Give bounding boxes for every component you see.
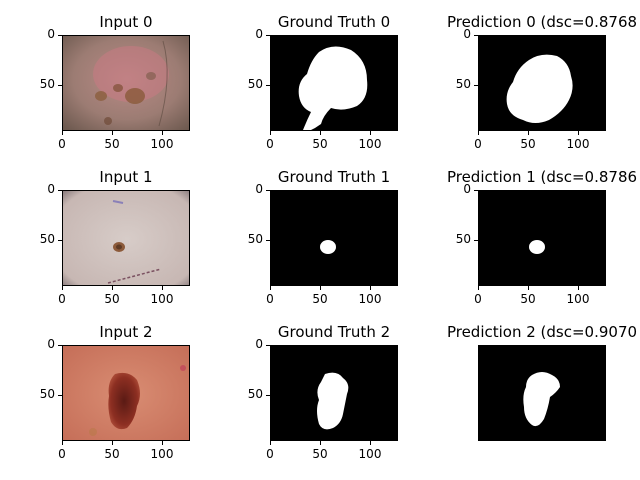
subplot-title: Input 0 bbox=[99, 13, 153, 31]
dermoscopy-image bbox=[62, 345, 190, 441]
y-tick-mark bbox=[266, 395, 270, 396]
dermoscopy-image bbox=[62, 190, 190, 286]
y-tick-label: 0 bbox=[47, 27, 55, 41]
x-tick-mark bbox=[162, 131, 163, 135]
y-tick-label: 50 bbox=[39, 77, 55, 91]
y-tick-label: 0 bbox=[47, 337, 55, 351]
subplot-title: Prediction 2 (dsc=0.9070 bbox=[446, 323, 638, 341]
x-tick-label: 100 bbox=[150, 292, 174, 306]
dermoscopy-image bbox=[62, 35, 190, 131]
y-tick-label: 50 bbox=[455, 77, 471, 91]
y-tick-mark bbox=[58, 240, 62, 241]
x-tick-mark bbox=[112, 441, 113, 445]
x-tick-mark bbox=[62, 286, 63, 290]
y-tick-label: 50 bbox=[247, 232, 263, 246]
x-tick-mark bbox=[320, 441, 321, 445]
y-tick-mark bbox=[266, 345, 270, 346]
x-tick-mark bbox=[62, 441, 63, 445]
x-tick-label: 0 bbox=[474, 137, 482, 151]
x-tick-mark bbox=[162, 441, 163, 445]
x-tick-label: 0 bbox=[58, 447, 66, 461]
x-tick-label: 0 bbox=[474, 292, 482, 306]
x-tick-mark bbox=[112, 131, 113, 135]
y-tick-label: 0 bbox=[255, 182, 263, 196]
y-tick-mark bbox=[474, 85, 478, 86]
y-tick-mark bbox=[58, 345, 62, 346]
x-tick-label: 50 bbox=[312, 447, 328, 461]
x-tick-label: 100 bbox=[150, 137, 174, 151]
x-tick-mark bbox=[370, 441, 371, 445]
x-tick-label: 0 bbox=[58, 292, 66, 306]
x-tick-mark bbox=[478, 286, 479, 290]
x-tick-label: 100 bbox=[566, 292, 590, 306]
x-tick-mark bbox=[270, 286, 271, 290]
x-tick-label: 0 bbox=[266, 137, 274, 151]
x-tick-mark bbox=[320, 131, 321, 135]
subplot-title: Ground Truth 2 bbox=[277, 323, 391, 341]
x-tick-mark bbox=[320, 286, 321, 290]
y-tick-label: 0 bbox=[463, 27, 471, 41]
x-tick-label: 50 bbox=[312, 292, 328, 306]
x-tick-mark bbox=[270, 441, 271, 445]
x-tick-mark bbox=[162, 286, 163, 290]
y-tick-label: 50 bbox=[455, 232, 471, 246]
y-tick-mark bbox=[266, 35, 270, 36]
y-tick-mark bbox=[58, 85, 62, 86]
segmentation-mask-image bbox=[270, 190, 398, 286]
y-tick-mark bbox=[266, 190, 270, 191]
y-tick-label: 50 bbox=[247, 77, 263, 91]
y-tick-mark bbox=[474, 190, 478, 191]
y-tick-mark bbox=[474, 35, 478, 36]
segmentation-mask-image bbox=[478, 35, 606, 131]
y-tick-label: 50 bbox=[247, 387, 263, 401]
subplot-title: Input 2 bbox=[99, 323, 153, 341]
x-tick-mark bbox=[578, 131, 579, 135]
x-tick-label: 100 bbox=[358, 447, 382, 461]
x-tick-mark bbox=[370, 286, 371, 290]
y-tick-mark bbox=[58, 395, 62, 396]
y-tick-label: 0 bbox=[255, 337, 263, 351]
x-tick-mark bbox=[270, 131, 271, 135]
x-tick-mark bbox=[370, 131, 371, 135]
subplot-title: Ground Truth 0 bbox=[277, 13, 391, 31]
y-tick-label: 50 bbox=[39, 232, 55, 246]
subplot-title: Ground Truth 1 bbox=[277, 168, 391, 186]
y-tick-mark bbox=[474, 240, 478, 241]
subplot-title: Prediction 1 (dsc=0.8786 bbox=[446, 168, 638, 186]
segmentation-mask-image bbox=[478, 190, 606, 286]
x-tick-label: 100 bbox=[358, 137, 382, 151]
x-tick-mark bbox=[578, 286, 579, 290]
x-tick-mark bbox=[478, 131, 479, 135]
subplot-title: Prediction 0 (dsc=0.8768 bbox=[446, 13, 638, 31]
y-tick-label: 0 bbox=[255, 27, 263, 41]
segmentation-mask-image bbox=[270, 35, 398, 131]
y-tick-label: 50 bbox=[39, 387, 55, 401]
x-tick-label: 0 bbox=[266, 292, 274, 306]
subplot-title: Input 1 bbox=[99, 168, 153, 186]
x-tick-label: 50 bbox=[312, 137, 328, 151]
y-tick-mark bbox=[266, 85, 270, 86]
x-tick-label: 50 bbox=[104, 292, 120, 306]
x-tick-mark bbox=[528, 131, 529, 135]
y-tick-label: 0 bbox=[463, 182, 471, 196]
x-tick-mark bbox=[112, 286, 113, 290]
x-tick-label: 0 bbox=[58, 137, 66, 151]
x-tick-label: 50 bbox=[104, 447, 120, 461]
x-tick-label: 100 bbox=[358, 292, 382, 306]
x-tick-label: 100 bbox=[150, 447, 174, 461]
x-tick-mark bbox=[528, 286, 529, 290]
segmentation-mask-image bbox=[270, 345, 398, 441]
y-tick-mark bbox=[58, 190, 62, 191]
x-tick-label: 50 bbox=[520, 137, 536, 151]
segmentation-mask-image bbox=[478, 345, 606, 441]
y-tick-mark bbox=[58, 35, 62, 36]
x-tick-label: 50 bbox=[520, 292, 536, 306]
y-tick-mark bbox=[266, 240, 270, 241]
x-tick-label: 50 bbox=[104, 137, 120, 151]
y-tick-label: 0 bbox=[47, 182, 55, 196]
x-tick-label: 100 bbox=[566, 137, 590, 151]
x-tick-mark bbox=[62, 131, 63, 135]
x-tick-label: 0 bbox=[266, 447, 274, 461]
